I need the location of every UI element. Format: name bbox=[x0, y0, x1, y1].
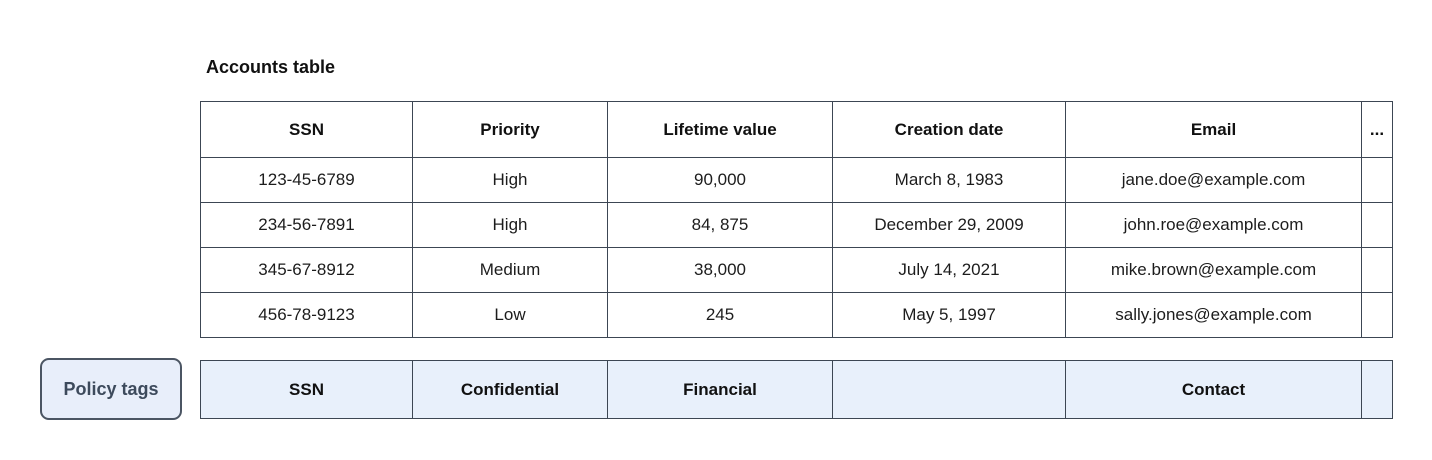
table-cell bbox=[1361, 247, 1393, 293]
table-cell: 234-56-7891 bbox=[200, 202, 413, 248]
table-row: 345-67-8912 Medium 38,000 July 14, 2021 … bbox=[200, 247, 1393, 293]
table-cell bbox=[1361, 292, 1393, 338]
table-cell: Low bbox=[412, 292, 608, 338]
column-header-ellipsis: ... bbox=[1361, 101, 1393, 158]
table-cell: May 5, 1997 bbox=[832, 292, 1066, 338]
policy-tag-cell bbox=[1361, 360, 1393, 419]
header-row: SSN Priority Lifetime value Creation dat… bbox=[200, 101, 1393, 158]
policy-tag-cell: Contact bbox=[1065, 360, 1362, 419]
table-cell: sally.jones@example.com bbox=[1065, 292, 1362, 338]
column-header-priority: Priority bbox=[412, 101, 608, 158]
policy-tag-cell: Financial bbox=[607, 360, 833, 419]
table-cell: 123-45-6789 bbox=[200, 157, 413, 203]
policy-tag-cell bbox=[832, 360, 1066, 419]
policy-tags-chip-label: Policy tags bbox=[63, 378, 159, 399]
table-cell: 456-78-9123 bbox=[200, 292, 413, 338]
policy-tag-cell: SSN bbox=[200, 360, 413, 419]
policy-row: SSN Confidential Financial Contact bbox=[200, 360, 1393, 419]
policy-tags-chip: Policy tags bbox=[40, 358, 182, 420]
accounts-table: SSN Priority Lifetime value Creation dat… bbox=[200, 101, 1393, 338]
column-header-lifetime-value: Lifetime value bbox=[607, 101, 833, 158]
table-row: 123-45-6789 High 90,000 March 8, 1983 ja… bbox=[200, 157, 1393, 203]
table-row: 234-56-7891 High 84, 875 December 29, 20… bbox=[200, 202, 1393, 248]
table-cell: High bbox=[412, 157, 608, 203]
table-cell: 84, 875 bbox=[607, 202, 833, 248]
table-title: Accounts table bbox=[206, 57, 336, 77]
table-cell: Medium bbox=[412, 247, 608, 293]
table-cell: December 29, 2009 bbox=[832, 202, 1066, 248]
column-header-creation-date: Creation date bbox=[832, 101, 1066, 158]
table-cell bbox=[1361, 202, 1393, 248]
table-cell: 38,000 bbox=[607, 247, 833, 293]
policy-tag-cell: Confidential bbox=[412, 360, 608, 419]
policy-tags-row: SSN Confidential Financial Contact bbox=[200, 360, 1393, 419]
table-cell: 345-67-8912 bbox=[200, 247, 413, 293]
table-row: 456-78-9123 Low 245 May 5, 1997 sally.jo… bbox=[200, 292, 1393, 338]
table-cell: March 8, 1983 bbox=[832, 157, 1066, 203]
table-cell: mike.brown@example.com bbox=[1065, 247, 1362, 293]
table-cell: July 14, 2021 bbox=[832, 247, 1066, 293]
column-header-email: Email bbox=[1065, 101, 1362, 158]
column-header-ssn: SSN bbox=[200, 101, 413, 158]
table-cell: 90,000 bbox=[607, 157, 833, 203]
table-cell: 245 bbox=[607, 292, 833, 338]
table-cell: High bbox=[412, 202, 608, 248]
table-cell bbox=[1361, 157, 1393, 203]
table-cell: john.roe@example.com bbox=[1065, 202, 1362, 248]
table-cell: jane.doe@example.com bbox=[1065, 157, 1362, 203]
